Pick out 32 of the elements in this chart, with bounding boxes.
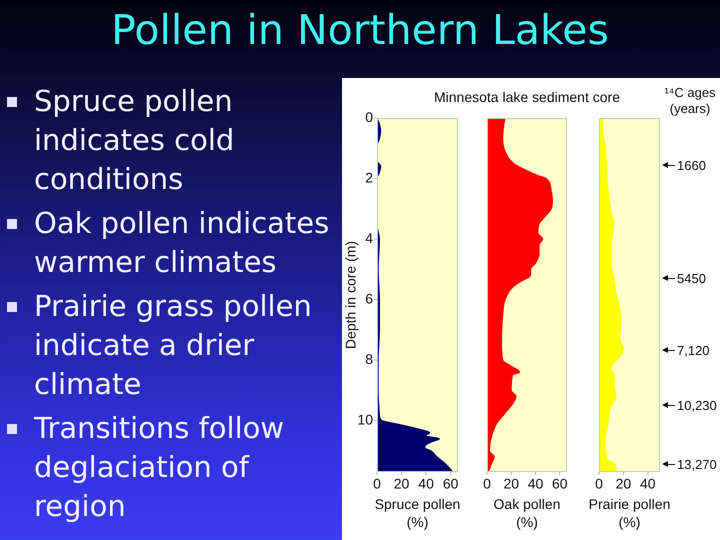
x-tick-label: 0 — [595, 475, 604, 492]
text: 10,230 — [677, 398, 717, 412]
x-tick-label: 20 — [616, 475, 632, 492]
x-axis-title: Spruce pollen (%) — [374, 496, 460, 530]
x-tick-label: 60 — [552, 475, 568, 492]
x-tick-label: 40 — [640, 475, 656, 492]
y-axis-title: Depth in core (m) — [342, 240, 358, 350]
y-tick-label: 2 — [365, 169, 374, 186]
text: Oak pollen indicates warmer climates — [34, 206, 330, 279]
chart-subtitle: Minnesota lake sediment core — [434, 89, 620, 105]
x-tick-label: 20 — [394, 475, 410, 492]
text: 7,120 — [677, 342, 710, 358]
x-tick-label: 40 — [528, 475, 544, 492]
text: 1660 — [677, 158, 706, 172]
x-tick-label: 60 — [442, 475, 459, 492]
text: Pollen in Northern Lakes — [110, 6, 610, 54]
x-axis-title: Oak pollen (%) — [494, 496, 560, 530]
x-tick-label: 40 — [418, 475, 434, 492]
text: Spruce pollen indicates cold conditions — [34, 84, 234, 196]
x-axis-title: Prairie pollen (%) — [588, 496, 670, 530]
text: ¹⁴C ages (years) — [663, 85, 717, 117]
y-tick-label: 6 — [365, 290, 374, 306]
text: Transitions follow deglaciation of region — [34, 411, 284, 523]
text: Prairie grass pollen indicate a drier climate — [34, 289, 312, 401]
text: 13,270 — [677, 456, 717, 472]
text: 5450 — [677, 270, 706, 286]
x-tick-label: 20 — [503, 475, 520, 492]
y-tick-label: 0 — [365, 108, 374, 125]
x-tick-label: 0 — [483, 475, 492, 492]
y-tick-label: 10 — [357, 411, 374, 428]
y-tick-label: 4 — [365, 230, 374, 246]
y-tick-label: 8 — [365, 350, 374, 367]
